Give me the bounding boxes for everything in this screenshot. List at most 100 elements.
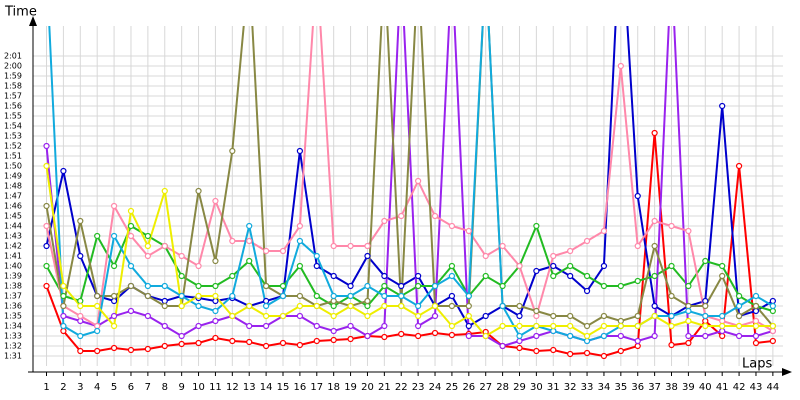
lap-marker: [617, 282, 624, 290]
lap-marker: [279, 282, 287, 290]
lap-marker: [448, 272, 456, 280]
lap-marker: [533, 347, 540, 355]
lap-marker: [668, 222, 675, 230]
lap-marker: [668, 322, 675, 330]
lap-marker: [60, 322, 67, 330]
y-tick-label: 1:40: [4, 262, 22, 271]
lap-marker: [212, 307, 219, 315]
lap-marker: [313, 337, 320, 345]
lap-marker: [735, 162, 743, 170]
lap-marker: [567, 247, 574, 255]
lap-marker: [398, 282, 405, 290]
lap-marker: [94, 322, 101, 330]
lap-marker: [448, 331, 456, 339]
lap-marker: [43, 262, 50, 270]
lap-marker: [482, 332, 489, 340]
lap-marker: [161, 297, 168, 305]
lap-marker: [617, 332, 624, 340]
y-tick-label: 1:33: [4, 332, 22, 341]
lap-marker: [296, 147, 303, 155]
lap-marker: [431, 302, 439, 310]
lap-marker: [719, 102, 726, 110]
lap-marker: [364, 282, 371, 290]
lap-marker: [702, 257, 709, 265]
lap-marker: [246, 338, 253, 346]
lap-marker: [516, 332, 523, 340]
lap-marker: [347, 242, 354, 250]
lap-marker: [735, 332, 743, 340]
lap-marker: [499, 242, 506, 250]
lap-marker: [499, 302, 506, 310]
x-axis-label: Laps: [742, 357, 772, 372]
lap-marker: [550, 272, 557, 280]
lap-marker: [212, 297, 219, 305]
lap-marker: [263, 322, 270, 330]
y-axis-label: Time: [4, 5, 37, 20]
lap-marker: [296, 312, 303, 320]
lap-marker: [752, 292, 760, 300]
lap-marker: [161, 282, 168, 290]
lap-marker: [415, 332, 422, 340]
y-axis-arrow: [29, 16, 37, 26]
y-tick-label: 1:32: [4, 342, 22, 351]
lap-marker: [600, 332, 608, 340]
lap-line: [45, 26, 774, 348]
lap-marker: [465, 322, 472, 330]
lap-marker: [567, 262, 574, 270]
lap-marker: [533, 322, 540, 330]
lap-marker: [195, 292, 202, 300]
lap-marker: [702, 312, 709, 320]
lap-marker: [769, 337, 776, 345]
lap-marker: [550, 322, 557, 330]
lap-marker: [685, 332, 692, 340]
lap-marker: [735, 322, 743, 330]
y-tick-label: 1:44: [4, 222, 22, 231]
lap-marker: [465, 227, 472, 235]
lap-marker: [364, 332, 371, 340]
lap-marker: [533, 332, 540, 340]
x-tick-label: 44: [766, 382, 779, 393]
lap-marker: [347, 302, 354, 310]
axes: Time Laps: [4, 5, 792, 376]
lap-marker: [482, 312, 489, 320]
lap-marker: [668, 312, 675, 320]
y-tick-label: 1:51: [4, 152, 22, 161]
lap-marker: [127, 207, 135, 215]
lap-marker: [94, 327, 101, 335]
lap-marker: [161, 187, 168, 195]
lap-marker: [651, 242, 658, 250]
lap-marker: [651, 312, 658, 320]
x-tick-label: 28: [496, 382, 509, 393]
lap-marker: [651, 302, 658, 310]
lap-marker: [178, 252, 185, 260]
lap-marker: [634, 242, 641, 250]
lap-marker: [161, 242, 168, 250]
lap-marker: [144, 312, 151, 320]
lap-marker: [516, 262, 523, 270]
lap-marker: [229, 147, 236, 155]
y-tick-label: 1:46: [4, 202, 22, 211]
lap-marker: [381, 302, 388, 310]
lap-marker: [60, 167, 67, 175]
lap-marker: [144, 252, 151, 260]
lap-marker: [127, 232, 135, 240]
y-tick-label: 1:58: [4, 82, 22, 91]
lap-marker: [499, 282, 506, 290]
lap-marker: [448, 262, 456, 270]
lap-marker: [127, 346, 135, 354]
lap-marker: [263, 342, 270, 350]
lap-marker: [313, 252, 320, 260]
x-tick-label: 4: [94, 382, 100, 393]
lap-marker: [60, 292, 67, 300]
lap-marker: [448, 302, 456, 310]
lap-marker: [364, 242, 371, 250]
lap-marker: [719, 312, 726, 320]
lap-marker: [212, 292, 219, 300]
x-tick-label: 39: [682, 382, 695, 393]
lap-marker: [651, 217, 658, 225]
y-tick-label: 1:34: [4, 322, 22, 331]
lap-marker: [668, 341, 675, 349]
lap-marker: [229, 337, 236, 345]
lap-marker: [60, 302, 67, 310]
lap-marker: [94, 232, 101, 240]
